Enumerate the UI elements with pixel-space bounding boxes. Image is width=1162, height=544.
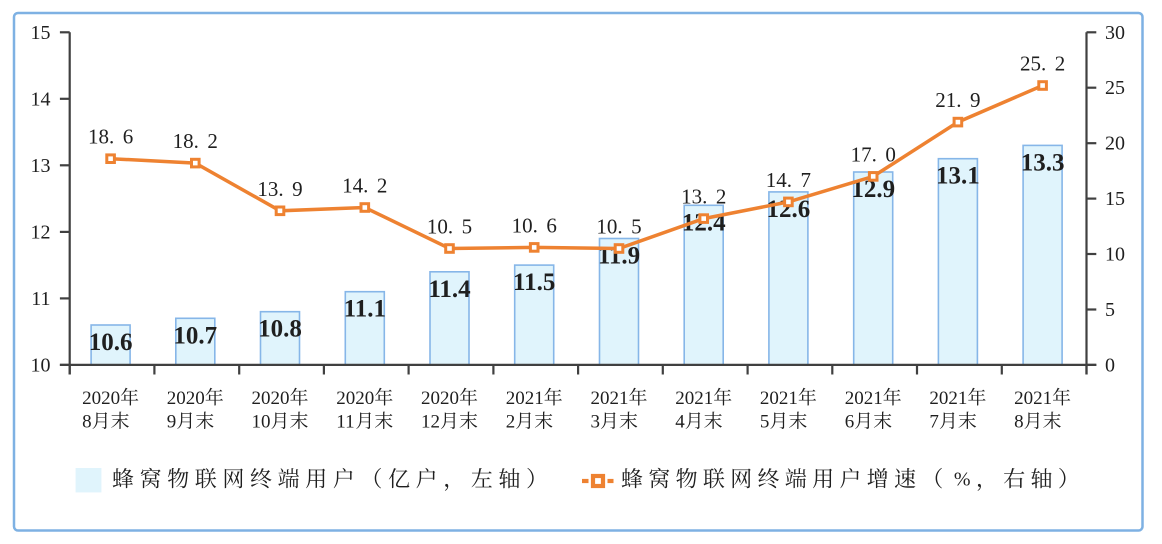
svg-text:7: 7 <box>929 412 939 433</box>
svg-text:10.8: 10.8 <box>258 316 302 343</box>
svg-text:10.6: 10.6 <box>512 213 557 237</box>
svg-text:4: 4 <box>675 412 685 433</box>
svg-text:18.6: 18. 6 <box>88 125 133 149</box>
svg-text:20: 20 <box>1105 133 1125 155</box>
svg-text:8: 8 <box>1014 412 1024 433</box>
svg-text:5: 5 <box>1105 299 1115 321</box>
svg-text:2020: 2020 <box>336 388 374 409</box>
svg-text:%: % <box>954 469 971 491</box>
svg-text:10: 10 <box>1105 244 1125 266</box>
svg-text:0: 0 <box>1105 354 1115 376</box>
svg-text:3: 3 <box>591 412 601 433</box>
svg-text:11: 11 <box>336 412 354 433</box>
svg-text:2020: 2020 <box>167 388 205 409</box>
svg-text:13.9: 13. 9 <box>257 177 302 201</box>
svg-text:2021: 2021 <box>845 388 883 409</box>
svg-text:9: 9 <box>167 412 177 433</box>
svg-text:2020: 2020 <box>252 388 290 409</box>
svg-text:13: 13 <box>31 155 51 177</box>
svg-text:13.3: 13.3 <box>1021 149 1065 176</box>
svg-text:13.2: 13. 2 <box>681 185 726 209</box>
svg-text:2021: 2021 <box>760 388 798 409</box>
svg-text:10.7: 10.7 <box>173 322 217 349</box>
svg-text:8: 8 <box>82 412 92 433</box>
svg-text:10: 10 <box>31 354 51 376</box>
svg-text:11.4: 11.4 <box>428 276 471 303</box>
svg-text:30: 30 <box>1105 22 1125 44</box>
svg-text:2021: 2021 <box>591 388 629 409</box>
svg-text:11.1: 11.1 <box>344 296 386 323</box>
svg-text:21.9: 21. 9 <box>935 88 980 112</box>
svg-text:2: 2 <box>506 412 516 433</box>
svg-text:12: 12 <box>421 412 440 433</box>
svg-text:10.6: 10.6 <box>89 329 133 356</box>
svg-text:14.7: 14. 7 <box>766 168 811 192</box>
svg-text:5: 5 <box>760 412 770 433</box>
svg-text:2020: 2020 <box>82 388 120 409</box>
svg-text:17.0: 17. 0 <box>851 142 896 166</box>
svg-text:14.2: 14. 2 <box>342 174 387 198</box>
svg-text:2021: 2021 <box>1014 388 1052 409</box>
svg-text:13.1: 13.1 <box>936 163 980 190</box>
svg-text:15: 15 <box>1105 188 1125 210</box>
svg-text:10: 10 <box>252 412 271 433</box>
svg-text:2020: 2020 <box>421 388 459 409</box>
svg-text:2021: 2021 <box>506 388 544 409</box>
svg-text:6: 6 <box>845 412 855 433</box>
svg-text:11.5: 11.5 <box>513 269 555 296</box>
svg-text:2021: 2021 <box>929 388 967 409</box>
svg-text:10.5: 10. 5 <box>596 215 641 239</box>
svg-text:25.2: 25. 2 <box>1020 52 1065 76</box>
svg-text:14: 14 <box>31 88 51 110</box>
svg-text:12: 12 <box>31 221 51 243</box>
svg-text:10.5: 10. 5 <box>427 215 472 239</box>
svg-text:25: 25 <box>1105 77 1125 99</box>
svg-text:18.2: 18. 2 <box>173 129 218 153</box>
svg-text:15: 15 <box>31 22 51 44</box>
svg-text:11: 11 <box>31 288 50 310</box>
svg-text:2021: 2021 <box>675 388 713 409</box>
